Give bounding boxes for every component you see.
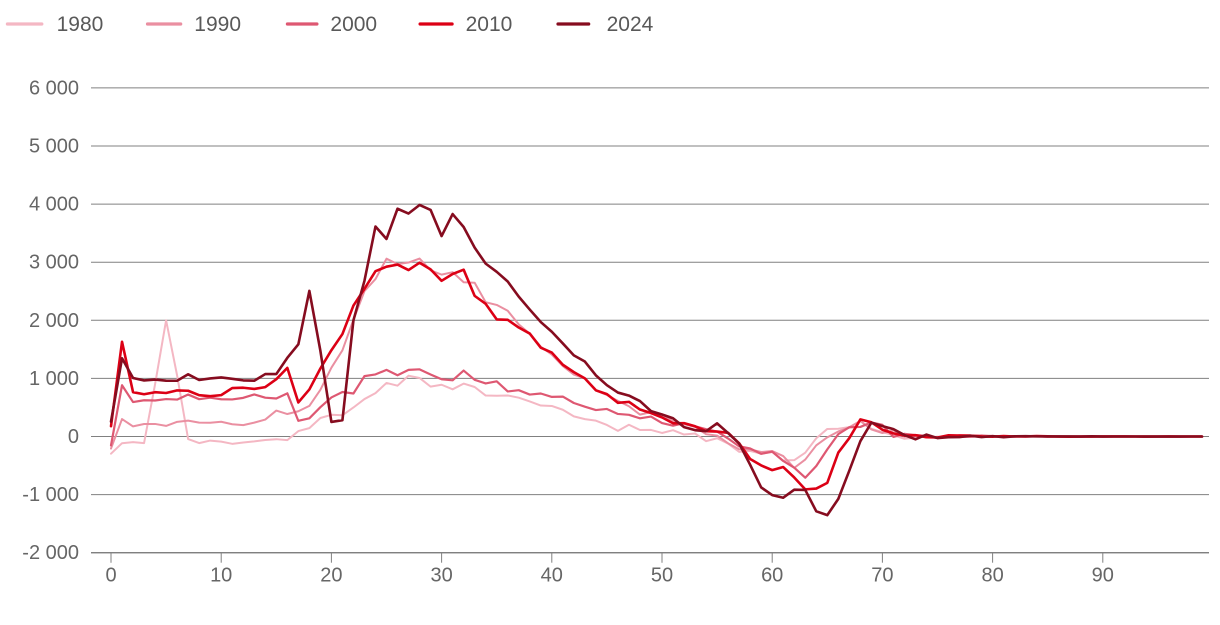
svg-text:80: 80	[981, 565, 1003, 587]
svg-text:2010: 2010	[466, 13, 513, 36]
svg-text:20: 20	[320, 565, 342, 587]
svg-text:0: 0	[68, 426, 79, 448]
svg-text:6 000: 6 000	[29, 77, 79, 99]
svg-text:70: 70	[871, 565, 893, 587]
svg-text:-2 000: -2 000	[22, 542, 79, 564]
svg-text:1 000: 1 000	[29, 368, 79, 390]
svg-text:3 000: 3 000	[29, 252, 79, 274]
svg-text:2 000: 2 000	[29, 310, 79, 332]
svg-text:4 000: 4 000	[29, 194, 79, 216]
svg-text:60: 60	[761, 565, 783, 587]
svg-text:2000: 2000	[330, 13, 377, 36]
svg-text:30: 30	[430, 565, 452, 587]
svg-text:50: 50	[651, 565, 673, 587]
svg-text:5 000: 5 000	[29, 136, 79, 158]
svg-text:0: 0	[105, 565, 116, 587]
svg-text:-1 000: -1 000	[22, 484, 79, 506]
svg-text:1980: 1980	[57, 13, 104, 36]
svg-text:2024: 2024	[607, 13, 654, 36]
svg-text:1990: 1990	[194, 13, 241, 36]
svg-text:10: 10	[210, 565, 232, 587]
svg-text:40: 40	[541, 565, 563, 587]
svg-text:90: 90	[1092, 565, 1114, 587]
